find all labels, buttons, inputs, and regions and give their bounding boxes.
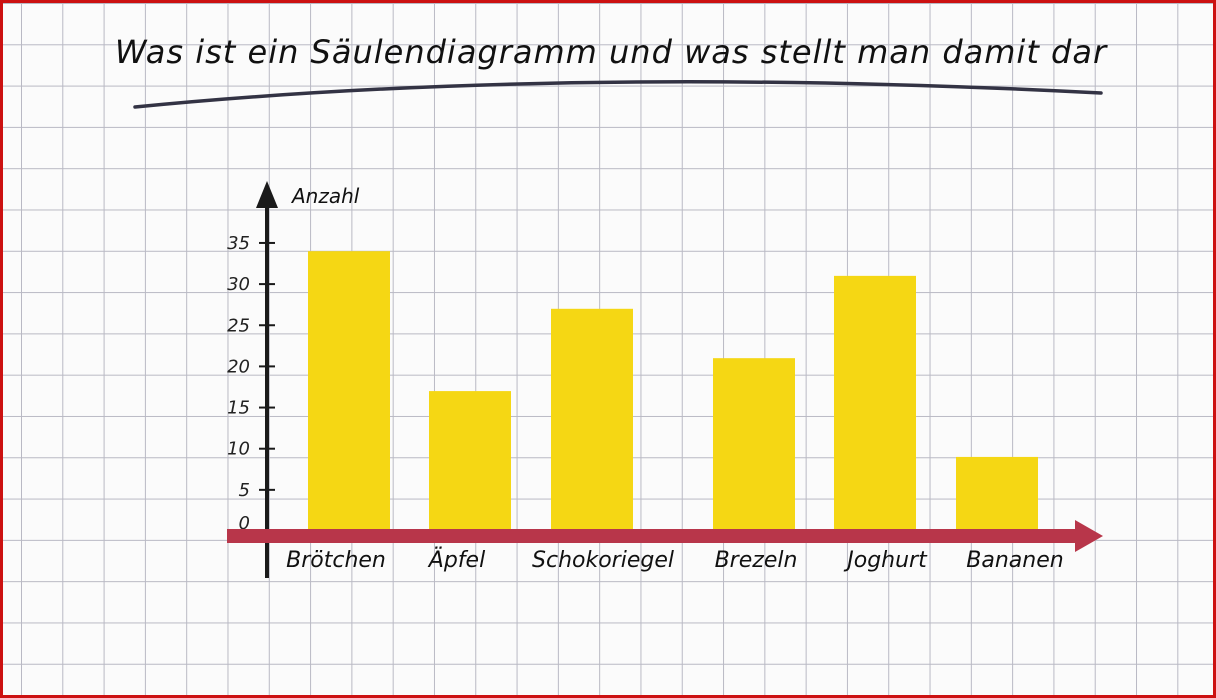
x-category-label: Schokoriegel xyxy=(532,548,674,573)
bar-brötchen xyxy=(308,251,390,531)
x-category-label: Äpfel xyxy=(427,547,485,573)
bar-joghurt xyxy=(834,275,916,531)
y-axis-title: Anzahl xyxy=(290,184,360,208)
y-tick-label: 35 xyxy=(227,233,250,254)
title-underline xyxy=(133,80,1103,109)
x-category-label: Brötchen xyxy=(286,548,386,573)
y-tick-label: 10 xyxy=(227,439,250,460)
x-category-label: Joghurt xyxy=(843,548,928,573)
y-tick-label: 0 xyxy=(239,513,250,534)
x-axis-arrowhead xyxy=(1075,520,1103,552)
x-category-label: Brezeln xyxy=(715,548,798,573)
bar-schokoriegel xyxy=(551,308,633,531)
y-tick-label: 5 xyxy=(239,480,250,501)
y-tick-label: 15 xyxy=(227,398,250,419)
bar-äpfel xyxy=(429,391,511,531)
y-tick-label: 30 xyxy=(227,274,250,295)
y-tick-label: 25 xyxy=(227,315,250,336)
y-tick-label: 20 xyxy=(227,356,250,377)
y-axis-arrowhead xyxy=(256,181,278,208)
bar-chart: 0 5 10 15 20 25 30 35 Brötchen Äpfel Schokoriegel… xyxy=(133,80,1103,578)
x-category-label: Bananen xyxy=(966,548,1063,573)
page-title: Was ist ein Säulendiagramm und was stell… xyxy=(114,33,1108,71)
bar-bananen xyxy=(956,456,1038,531)
bar-brezeln xyxy=(713,358,795,531)
